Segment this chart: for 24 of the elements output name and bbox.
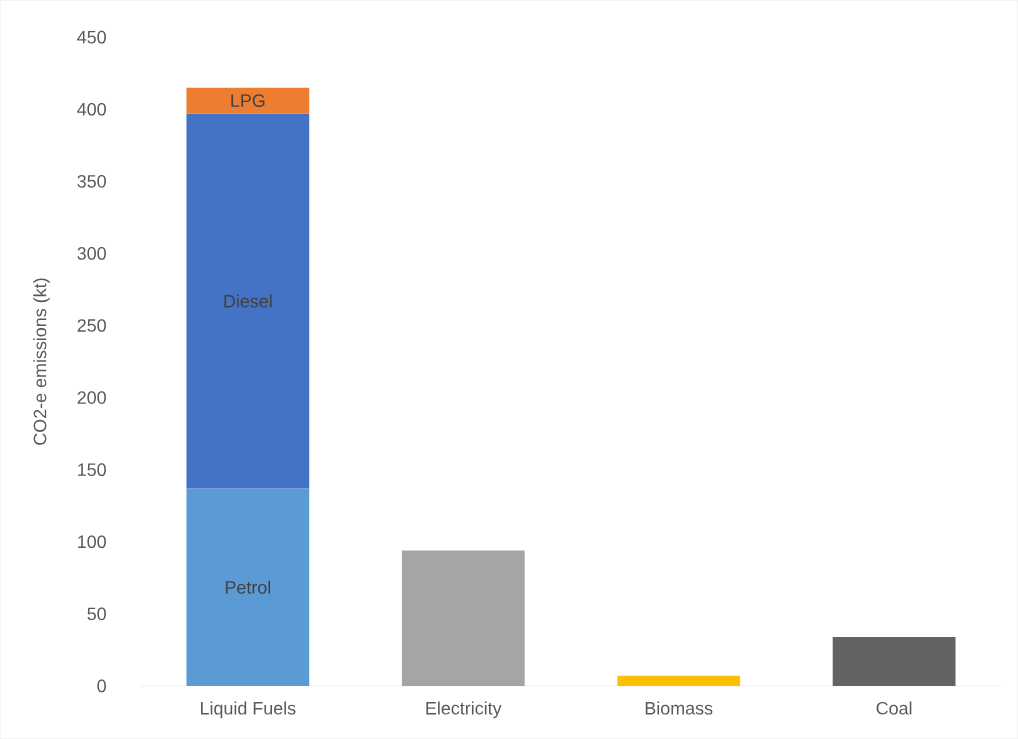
y-tick-label: 150 <box>78 463 106 476</box>
x-tick-label: Coal <box>876 701 912 715</box>
bar <box>186 488 310 686</box>
y-tick-label: 100 <box>78 535 106 549</box>
bar <box>186 87 310 114</box>
series-label: LPG <box>231 94 265 107</box>
y-tick-label: 400 <box>77 102 106 116</box>
y-axis-title: CO2-e emissions (kt) <box>33 278 50 445</box>
bar <box>832 636 956 686</box>
series-label: Diesel <box>224 294 272 308</box>
x-tick-label: Electricity <box>426 701 502 719</box>
y-tick-label: 300 <box>77 247 106 260</box>
x-tick-label: Biomass <box>645 701 713 715</box>
x-tick-label: Liquid Fuels <box>200 701 296 719</box>
y-tick-label: 250 <box>77 319 106 332</box>
y-tick-label: 450 <box>77 30 106 44</box>
y-tick-label: 200 <box>77 391 106 404</box>
y-tick-label: 0 <box>97 679 106 693</box>
bar <box>401 550 525 686</box>
series-label: Petrol <box>225 580 271 594</box>
bar <box>617 675 741 686</box>
bar <box>186 113 310 489</box>
y-tick-label: 350 <box>77 174 106 188</box>
y-tick-label: 50 <box>87 607 106 621</box>
